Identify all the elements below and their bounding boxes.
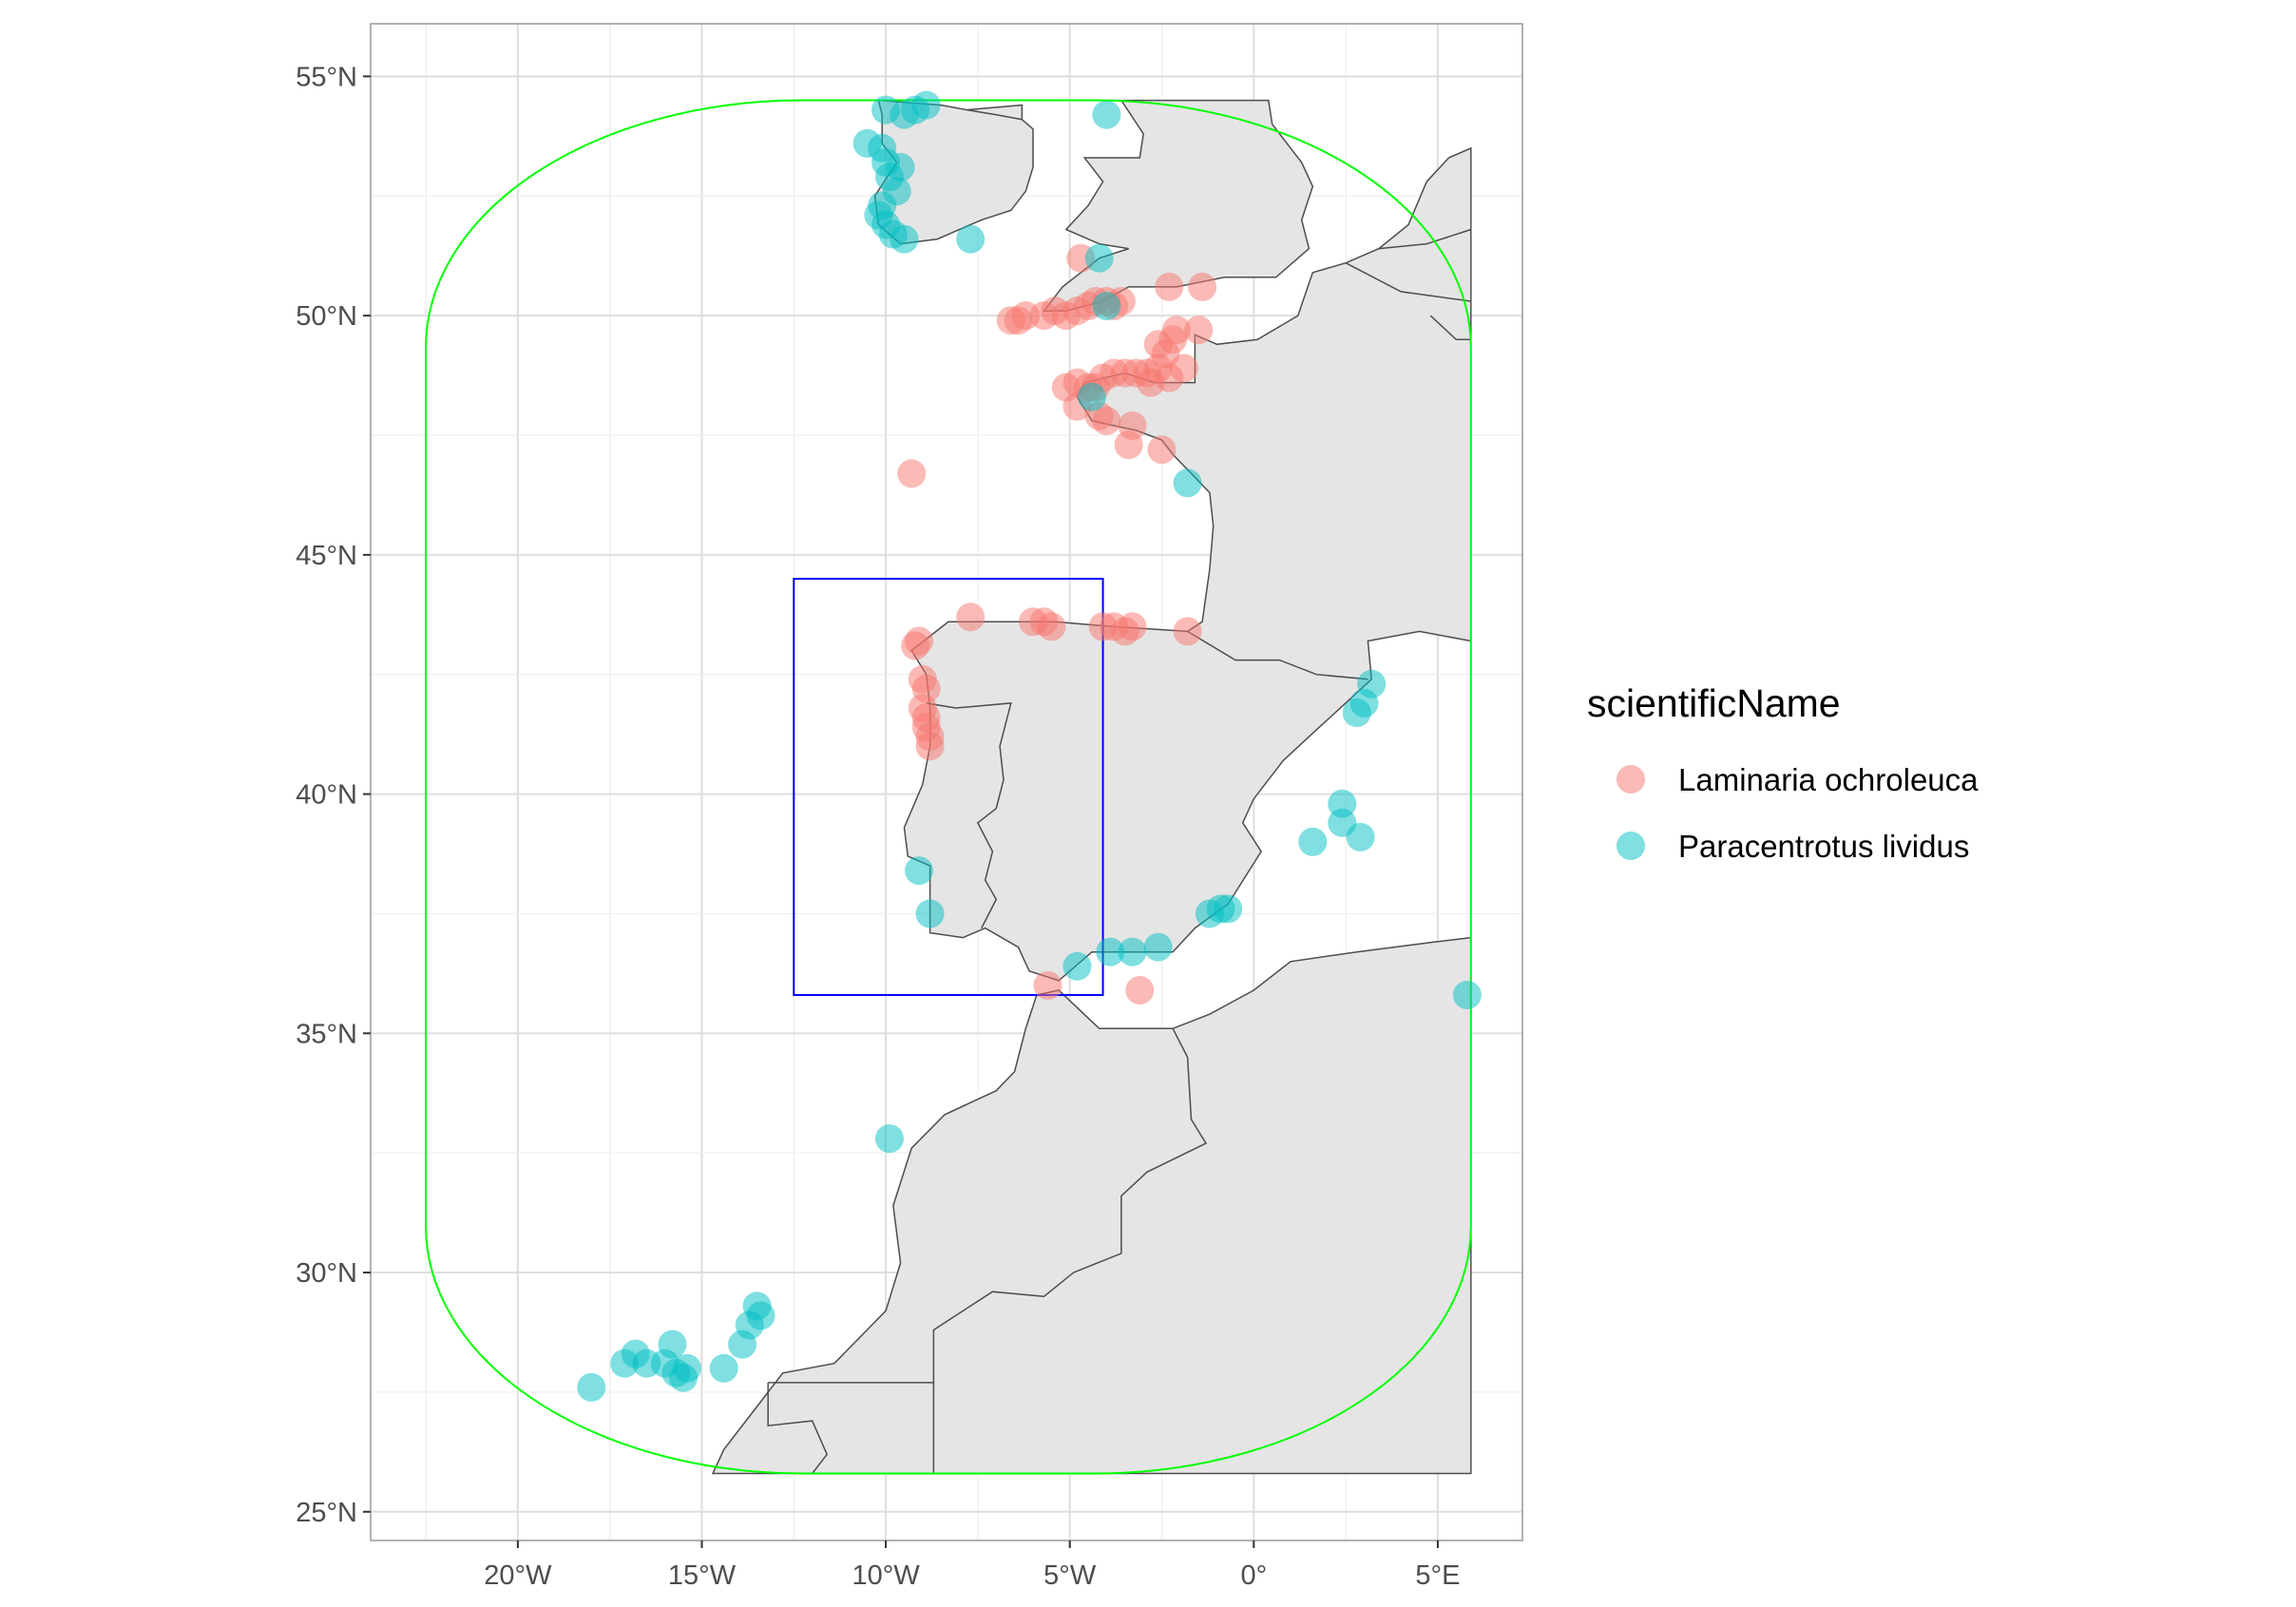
x-tick-label: 5°W (1043, 1560, 1097, 1591)
occurrence-point (875, 1124, 904, 1154)
legend: scientificName Laminaria ochroleuca Para… (1587, 681, 1979, 864)
y-tick-label: 40°N (296, 780, 357, 811)
occurrence-point (1214, 894, 1243, 924)
occurrence-point (911, 90, 941, 120)
country-border (1378, 228, 1472, 250)
occurrence-point (1037, 612, 1066, 641)
axes: 20°W 15°W 10°W 5°W 0° 5°E 25°N 30°N 35°N 40°N 45°N… (296, 62, 1460, 1591)
occurrence-point (1092, 100, 1121, 129)
occurrence-point (905, 626, 933, 656)
occurrence-point (658, 1330, 687, 1359)
occurrence-point (1452, 981, 1482, 1009)
x-tick-label: 0° (1240, 1560, 1267, 1591)
occurrence-point (1184, 316, 1214, 345)
occurrence-point (1173, 469, 1202, 498)
overlay-shapes (425, 99, 1472, 1475)
y-tick-label: 25°N (296, 1498, 357, 1528)
occurrence-point (1118, 937, 1147, 966)
occurrence-point (1169, 354, 1198, 383)
legend-title: scientificName (1587, 681, 1841, 725)
series-laminaria-ochroleuca (897, 243, 1217, 1004)
legend-key-paracentrotus (1617, 832, 1645, 860)
occurrence-point (1188, 272, 1217, 301)
occurrence-point (1173, 617, 1202, 646)
occurrence-point (1155, 272, 1184, 301)
bounding-box-rectangle (793, 578, 1104, 997)
occurrence-point (1033, 971, 1062, 1000)
country-border (1345, 262, 1471, 302)
occurrence-point (956, 603, 985, 632)
occurrence-point (1062, 951, 1092, 981)
country-border (932, 1027, 1208, 1474)
occurrence-point (709, 1353, 738, 1383)
legend-label-laminaria: Laminaria ochroleuca (1678, 762, 1979, 797)
x-tick-label: 5°E (1415, 1560, 1460, 1591)
country-border (1187, 630, 1368, 680)
y-tick-label: 45°N (296, 541, 357, 571)
occurrence-point (1342, 698, 1371, 727)
y-tick-label: 55°N (296, 62, 357, 92)
occurrence-point (1084, 243, 1114, 273)
occurrence-point (1118, 612, 1147, 641)
land-polygon (711, 936, 1472, 1475)
occurrence-point (1092, 292, 1121, 320)
occurrence-point (915, 732, 945, 761)
y-tick-label: 30°N (296, 1258, 357, 1289)
occurrence-point (897, 459, 927, 488)
occurrence-point (956, 224, 985, 254)
buffer-zone-outline (425, 99, 1472, 1475)
occurrence-point (1143, 330, 1173, 359)
occurrence-point (1143, 932, 1173, 962)
occurrence-point (1092, 406, 1121, 435)
occurrence-point (746, 1301, 775, 1330)
occurrence-points (577, 90, 1482, 1402)
occurrence-point (1078, 382, 1106, 411)
y-tick-label: 35°N (296, 1019, 357, 1049)
occurrence-point (577, 1372, 606, 1402)
country-border (966, 108, 1023, 121)
occurrence-point (905, 856, 933, 886)
occurrence-point (1136, 368, 1165, 397)
occurrence-point (1147, 435, 1177, 465)
country-border (767, 1382, 829, 1474)
x-tick-label: 20°W (484, 1560, 552, 1591)
land-polygons (711, 99, 1472, 1475)
legend-label-paracentrotus: Paracentrotus lividus (1678, 829, 1969, 864)
panel-border (370, 23, 1523, 1541)
legend-key-laminaria (1617, 765, 1645, 794)
occurrence-point (673, 1353, 701, 1383)
y-tick-label: 50°N (296, 301, 357, 332)
occurrence-point (1125, 976, 1155, 1004)
occurrence-point (1114, 430, 1143, 460)
country-border (926, 702, 1012, 928)
occurrence-point (1346, 822, 1375, 851)
occurrence-point (915, 899, 945, 928)
occurrence-point (890, 224, 919, 254)
occurrence-point (1298, 827, 1328, 856)
series-paracentrotus-lividus (577, 90, 1482, 1402)
x-tick-label: 15°W (668, 1560, 737, 1591)
occurrence-point (1096, 937, 1125, 966)
x-tick-label: 10°W (851, 1560, 920, 1591)
country-border (1429, 315, 1471, 341)
